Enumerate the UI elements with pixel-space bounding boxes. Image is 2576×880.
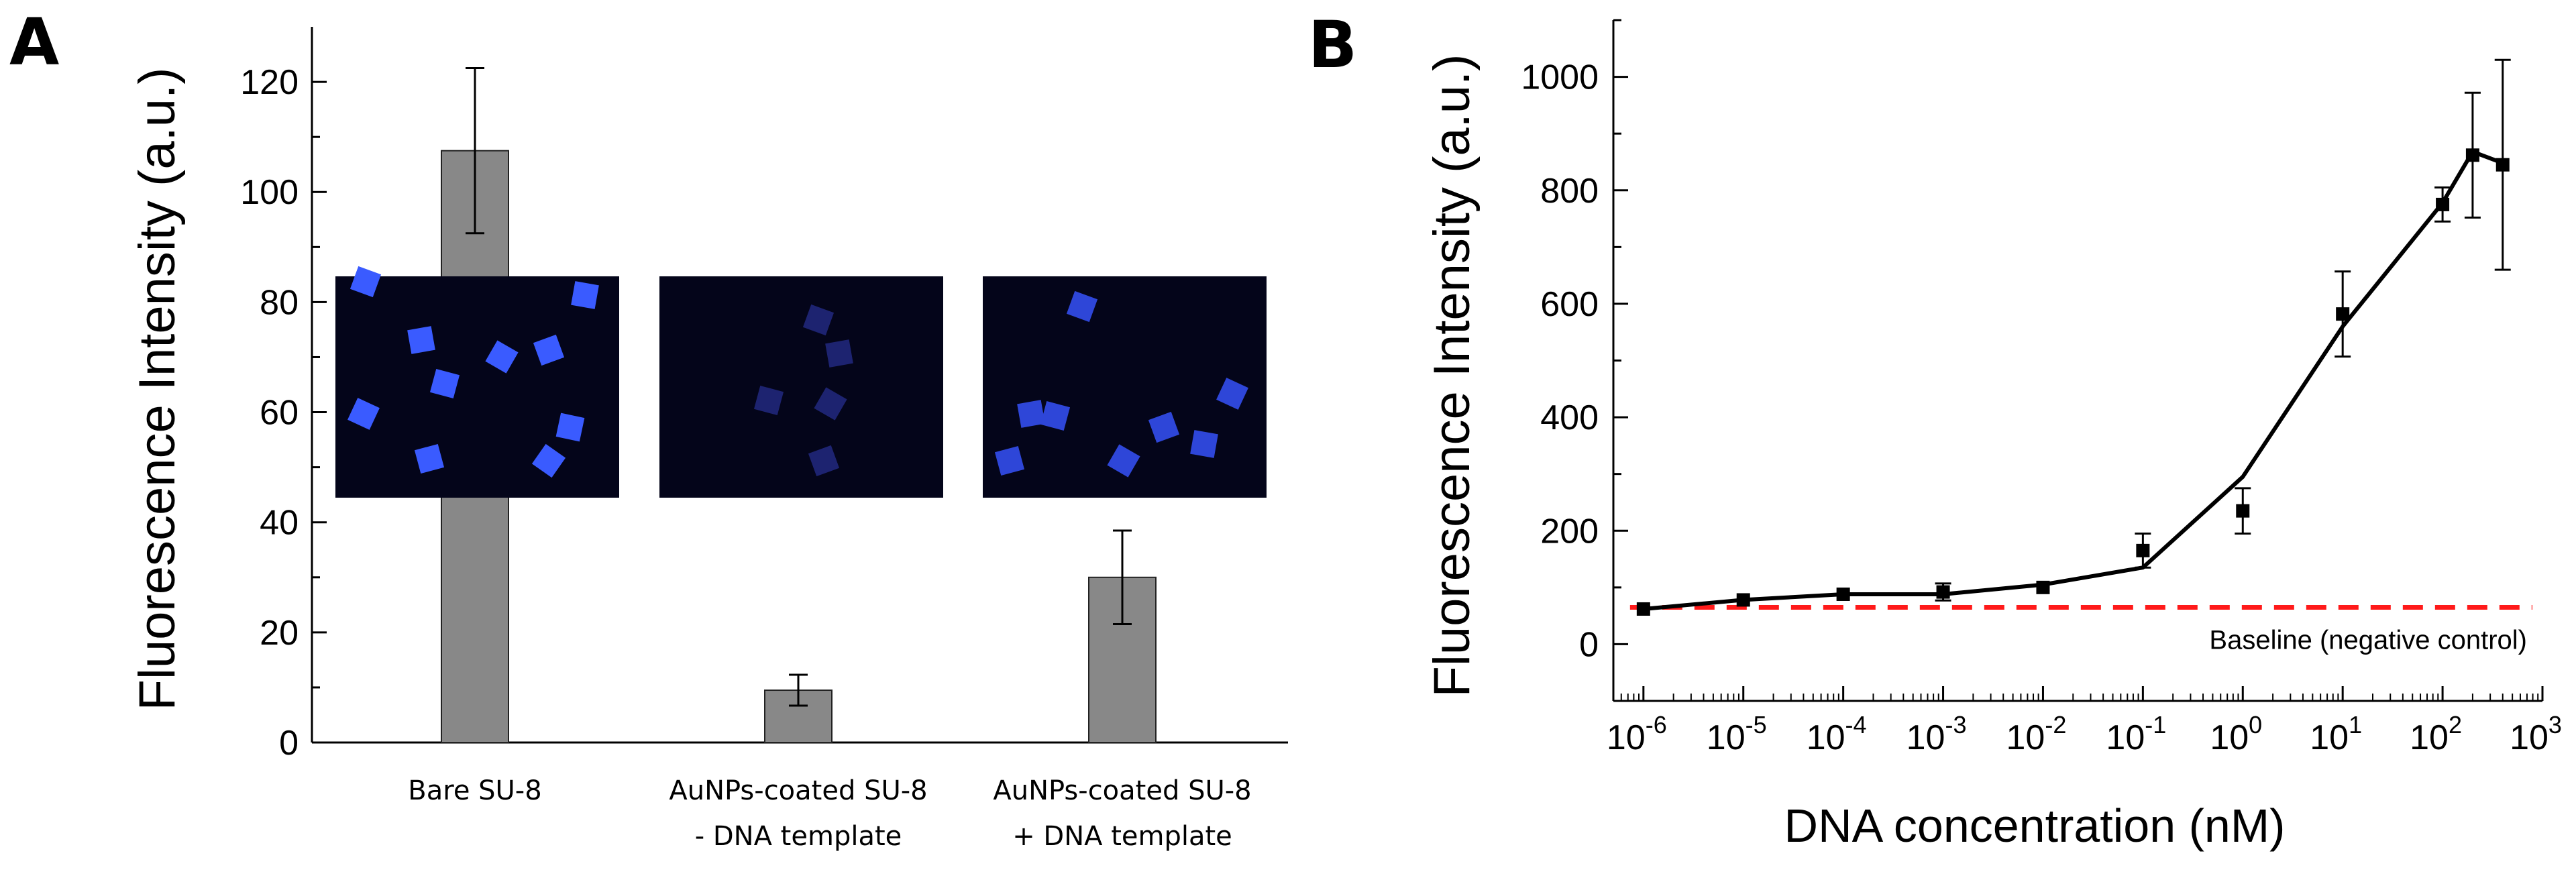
x-tick-label: 10-6	[1607, 711, 1667, 757]
category-label: AuNPs-coated SU-8	[669, 775, 927, 806]
fluorescent-particle	[533, 334, 565, 366]
fluorescent-particle	[1017, 400, 1045, 428]
fluorescence-image-bare	[335, 276, 619, 498]
data-point	[1736, 593, 1750, 607]
y-tick-label: 20	[260, 614, 299, 653]
y-tick-label: 0	[1579, 625, 1599, 664]
fluorescent-particle	[814, 387, 847, 421]
fluorescent-particle	[825, 339, 853, 368]
x-tick-label: 10-1	[2106, 711, 2166, 757]
x-tick-label: 100	[2210, 711, 2262, 757]
data-point	[1836, 587, 1850, 601]
panel-b-ylabel: Fluorescence Intensity (a.u.)	[1424, 54, 1481, 698]
data-point	[2136, 543, 2150, 557]
fluorescent-particle	[414, 443, 445, 474]
fluorescent-particle	[1040, 400, 1071, 431]
category-label: - DNA template	[695, 821, 902, 852]
fit-line	[1643, 150, 2504, 611]
fluorescent-particle	[531, 443, 566, 478]
y-tick-label: 400	[1540, 398, 1599, 437]
fluorescent-particle	[1066, 290, 1098, 323]
data-point	[1936, 585, 1950, 599]
y-tick-label: 800	[1540, 172, 1599, 211]
x-tick-label: 101	[2310, 711, 2362, 757]
x-tick-label: 103	[2510, 711, 2562, 757]
panel-a-letter: A	[9, 5, 59, 80]
y-tick-label: 40	[260, 504, 299, 543]
category-label: + DNA template	[1012, 821, 1232, 852]
y-tick-label: 200	[1540, 512, 1599, 551]
baseline-label: Baseline (negative control)	[2209, 625, 2527, 655]
fluorescent-particle	[347, 398, 380, 430]
fluorescent-particle	[485, 340, 519, 374]
x-tick-label: 102	[2410, 711, 2462, 757]
fluorescence-image-minus-dna	[659, 276, 943, 498]
fluorescent-particle	[407, 326, 435, 354]
y-tick-label: 80	[260, 283, 299, 322]
data-point	[2336, 307, 2350, 321]
y-tick-label: 60	[260, 394, 299, 433]
y-tick-label: 100	[240, 173, 299, 212]
panel-b-letter: B	[1308, 7, 1357, 82]
y-tick-label: 120	[240, 63, 299, 102]
fluorescent-particle	[753, 385, 784, 416]
fluorescent-particle	[555, 412, 585, 442]
x-tick-label: 10-5	[1707, 711, 1767, 757]
y-tick-label: 0	[279, 724, 299, 763]
x-tick-label: 10-4	[1807, 711, 1867, 757]
data-point	[2436, 197, 2450, 211]
panel-b-chart: 0 200 400 600 800 1000 10-6 10-5 10-4 10-3 10-2 10-…	[1521, 19, 2562, 757]
panel-a-ylabel: Fluorescence Intensity (a.u.)	[129, 68, 186, 711]
category-label: AuNPs-coated SU-8	[993, 775, 1251, 806]
fluorescent-particle	[808, 445, 840, 477]
fluorescent-particle	[571, 281, 599, 309]
data-point	[1636, 602, 1650, 616]
panel-a-chart: 0 20 40 60 80 100 120 Bare SU-8 AuNPs-coated SU-…	[240, 27, 1288, 852]
data-point	[2236, 504, 2250, 518]
data-point	[2465, 148, 2479, 162]
category-label: Bare SU-8	[408, 775, 541, 806]
y-tick-label: 1000	[1521, 58, 1599, 97]
fluorescent-particle	[1148, 411, 1180, 443]
fluorescent-particle	[1107, 444, 1140, 478]
fluorescent-particle	[1190, 430, 1218, 458]
data-point	[2496, 158, 2510, 172]
fluorescent-particle	[429, 368, 460, 399]
data-point	[2036, 580, 2050, 594]
fluorescent-particle	[1216, 378, 1248, 410]
fluorescent-particle	[350, 266, 382, 298]
y-tick-label: 600	[1540, 285, 1599, 324]
fluorescent-particle	[994, 445, 1025, 476]
x-tick-label: 10-3	[1907, 711, 1967, 757]
fluorescent-particle	[802, 304, 835, 336]
panel-b-xlabel: DNA concentration (nM)	[1784, 800, 2286, 852]
x-tick-label: 10-2	[2006, 711, 2067, 757]
